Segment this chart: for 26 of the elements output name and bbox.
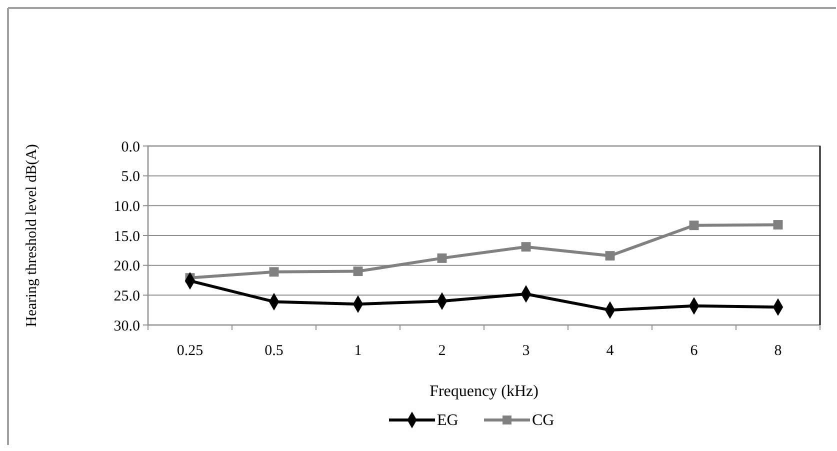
point <box>605 251 615 261</box>
y-axis-title: Hearing threshold level dB(A) <box>24 144 40 327</box>
y-tick-label: 0.0 <box>121 139 140 156</box>
point <box>773 220 783 230</box>
y-tick-label: 20.0 <box>114 258 140 275</box>
point <box>269 267 279 277</box>
x-tick-label: 8 <box>774 343 782 359</box>
x-tick-label: 6 <box>690 343 698 359</box>
point <box>521 242 531 252</box>
y-tick-label: 10.0 <box>114 198 140 215</box>
legend-label: EG <box>437 412 459 429</box>
point <box>689 220 699 230</box>
point <box>353 266 363 276</box>
y-tick-label: 15.0 <box>114 228 140 245</box>
y-tick-label: 30.0 <box>114 318 140 334</box>
point <box>437 253 447 263</box>
x-axis-title: Frequency (kHz) <box>430 383 538 400</box>
legend-label: CG <box>532 412 555 429</box>
x-tick-label: 4 <box>606 343 614 359</box>
x-tick-label: 0.5 <box>264 343 284 359</box>
y-tick-label: 25.0 <box>114 288 140 304</box>
x-tick-label: 2 <box>438 343 446 359</box>
x-tick-label: 0.25 <box>176 343 204 359</box>
x-tick-label: 1 <box>354 343 362 359</box>
x-tick-label: 3 <box>522 343 530 359</box>
y-tick-label: 5.0 <box>121 169 140 186</box>
